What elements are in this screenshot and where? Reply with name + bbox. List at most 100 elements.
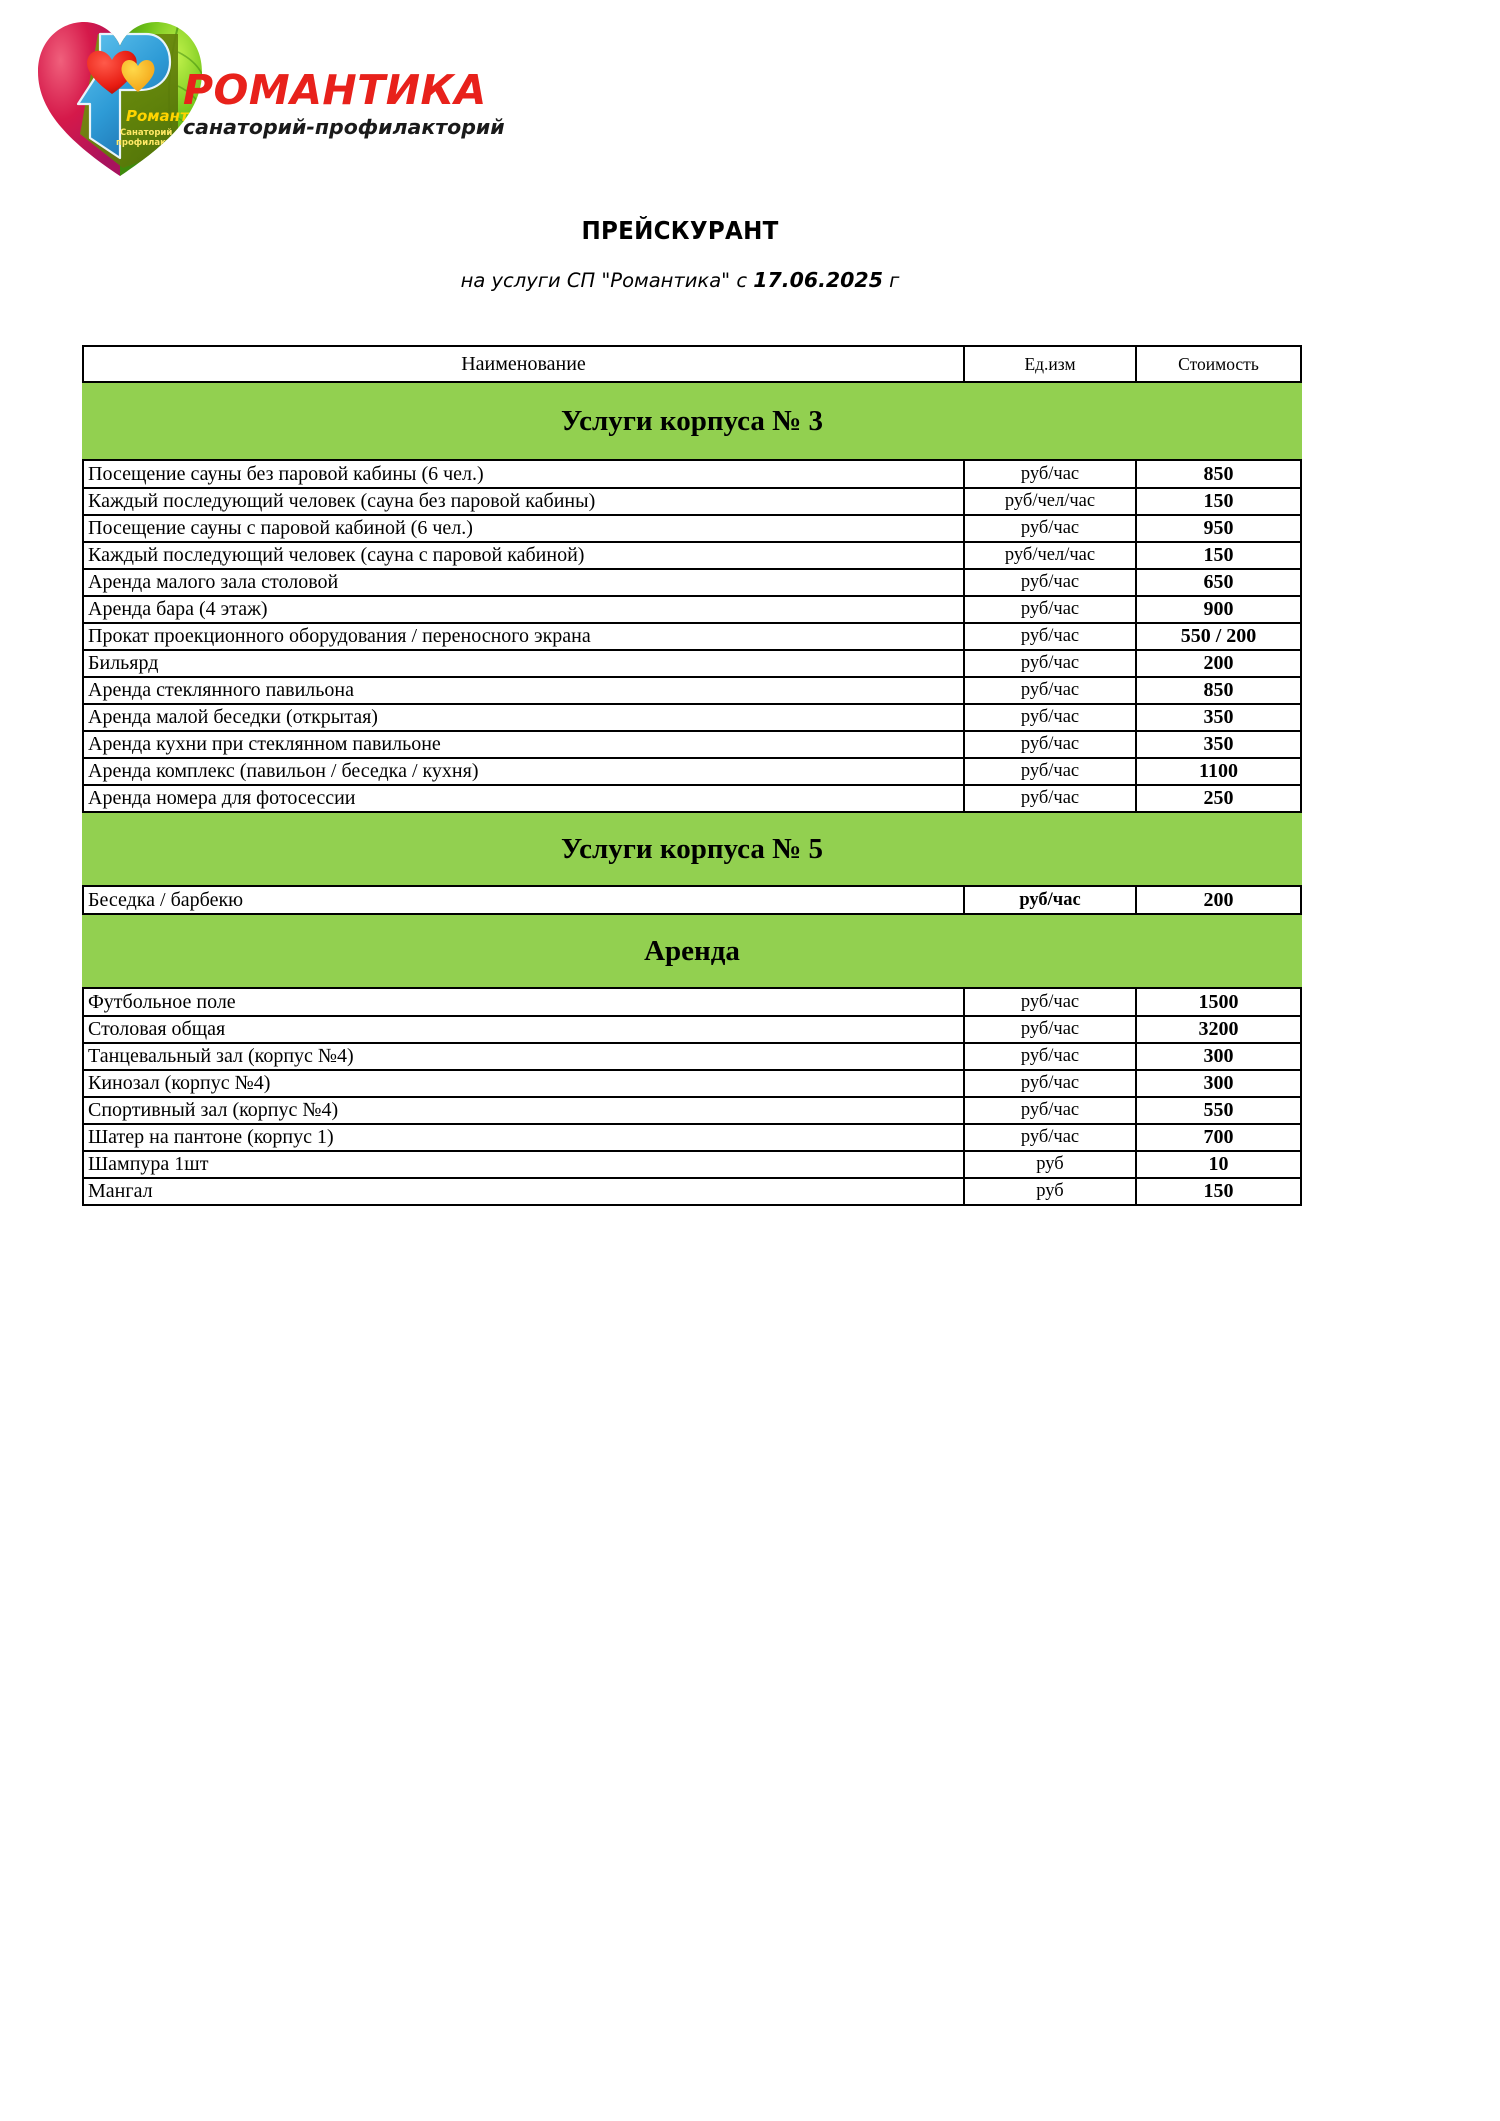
service-unit: руб/час (963, 784, 1137, 813)
service-unit: руб (963, 1177, 1137, 1206)
column-header-name: Наименование (82, 345, 965, 383)
service-price: 550 (1135, 1096, 1302, 1125)
service-price: 300 (1135, 1069, 1302, 1098)
section-title: Аренда (82, 913, 1302, 989)
service-name: Каждый последующий человек (сауна без па… (82, 487, 965, 516)
brand-wordmark: РОМАНТИКА санаторий-профилакторий (183, 70, 513, 138)
table-row: Аренда кухни при стеклянном павильоне руб… (82, 730, 1302, 759)
service-name: Мангал (82, 1177, 965, 1206)
service-price: 1100 (1135, 757, 1302, 786)
service-name: Аренда стеклянного павильона (82, 676, 965, 705)
service-price: 550 / 200 (1135, 622, 1302, 651)
svg-text:Санаторий -: Санаторий - (120, 128, 179, 138)
service-price: 150 (1135, 1177, 1302, 1206)
table-row: Кинозал (корпус №4) руб/час 300 (82, 1069, 1302, 1098)
table-row: Прокат проекционного оборудования / пере… (82, 622, 1302, 651)
service-unit: руб/час (963, 622, 1137, 651)
table-row: Столовая общая руб/час 3200 (82, 1015, 1302, 1044)
service-name: Спортивный зал (корпус №4) (82, 1096, 965, 1125)
service-unit: руб (963, 1150, 1137, 1179)
section-title: Услуги корпуса № 3 (82, 381, 1302, 461)
document-subtitle: на услуги СП "Романтика" с 17.06.2025 г (0, 268, 1360, 292)
service-price: 200 (1135, 649, 1302, 678)
service-price: 300 (1135, 1042, 1302, 1071)
service-unit: руб/час (963, 1015, 1137, 1044)
service-unit: руб/час (963, 987, 1137, 1017)
service-price: 850 (1135, 459, 1302, 489)
service-unit: руб/час (963, 757, 1137, 786)
service-price: 3200 (1135, 1015, 1302, 1044)
table-row: Шампура 1шт руб 10 (82, 1150, 1302, 1179)
service-unit: руб/час (963, 1069, 1137, 1098)
table-row: Бильярд руб/час 200 (82, 649, 1302, 678)
service-unit: руб/чел/час (963, 487, 1137, 516)
effective-date: 17.06.2025 (753, 268, 883, 292)
service-price: 700 (1135, 1123, 1302, 1152)
table-row: Шатер на пантоне (корпус 1) руб/час 700 (82, 1123, 1302, 1152)
table-row: Аренда номера для фотосессии руб/час 250 (82, 784, 1302, 813)
service-name: Столовая общая (82, 1015, 965, 1044)
service-name: Шампура 1шт (82, 1150, 965, 1179)
service-name: Аренда номера для фотосессии (82, 784, 965, 813)
service-unit: руб/час (963, 1042, 1137, 1071)
service-price: 350 (1135, 730, 1302, 759)
table-row: Посещение сауны без паровой кабины (6 че… (82, 459, 1302, 489)
table-row: Аренда малой беседки (открытая) руб/час 35… (82, 703, 1302, 732)
service-unit: руб/чел/час (963, 541, 1137, 570)
page-title: ПРЕЙСКУРАНТ (581, 216, 779, 245)
logo-block: Романтика Санаторий - профилакторий РОМА… (28, 8, 505, 188)
service-name: Беседка / барбекю (82, 885, 965, 915)
service-unit: руб/час (963, 1123, 1137, 1152)
service-unit: руб/час (963, 459, 1137, 489)
service-name: Аренда малой беседки (открытая) (82, 703, 965, 732)
service-name: Прокат проекционного оборудования / пере… (82, 622, 965, 651)
service-unit: руб/час (963, 885, 1137, 915)
column-header-unit: Ед.изм (963, 345, 1137, 383)
service-price: 250 (1135, 784, 1302, 813)
service-name: Кинозал (корпус №4) (82, 1069, 965, 1098)
service-price: 350 (1135, 703, 1302, 732)
service-name: Шатер на пантоне (корпус 1) (82, 1123, 965, 1152)
column-header-price: Стоимость (1135, 345, 1302, 383)
price-list-table: Наименование Ед.изм Стоимость Услуги корпус… (82, 345, 1302, 1206)
table-row: Посещение сауны с паровой кабиной (6 чел… (82, 514, 1302, 543)
service-price: 150 (1135, 487, 1302, 516)
table-row: Спортивный зал (корпус №4) руб/час 550 (82, 1096, 1302, 1125)
section-header-row: Услуги корпуса № 3 (82, 381, 1302, 461)
table-header-row: Наименование Ед.изм Стоимость (82, 345, 1302, 383)
service-price: 950 (1135, 514, 1302, 543)
service-unit: руб/час (963, 568, 1137, 597)
section-header-row: Услуги корпуса № 5 (82, 811, 1302, 887)
service-name: Аренда комплекс (павильон / беседка / ку… (82, 757, 965, 786)
service-price: 1500 (1135, 987, 1302, 1017)
table-row: Мангал руб 150 (82, 1177, 1302, 1206)
service-name: Аренда бара (4 этаж) (82, 595, 965, 624)
service-price: 10 (1135, 1150, 1302, 1179)
heart-leaf-logo-icon: Романтика Санаторий - профилакторий (28, 8, 213, 183)
table-row: Футбольное поле руб/час 1500 (82, 987, 1302, 1017)
section-title: Услуги корпуса № 5 (82, 811, 1302, 887)
service-unit: руб/час (963, 730, 1137, 759)
brand-subtitle: санаторий-профилакторий (183, 115, 505, 139)
service-unit: руб/час (963, 595, 1137, 624)
subtitle-suffix: г (889, 269, 900, 292)
svg-text:профилакторий: профилакторий (116, 138, 195, 148)
service-name: Посещение сауны с паровой кабиной (6 чел… (82, 514, 965, 543)
table-row: Аренда комплекс (павильон / беседка / ку… (82, 757, 1302, 786)
table-row: Каждый последующий человек (сауна без па… (82, 487, 1302, 516)
service-unit: руб/час (963, 514, 1137, 543)
service-name: Аренда малого зала столовой (82, 568, 965, 597)
service-unit: руб/час (963, 649, 1137, 678)
service-price: 150 (1135, 541, 1302, 570)
table-row: Аренда малого зала столовой руб/час 650 (82, 568, 1302, 597)
service-name: Посещение сауны без паровой кабины (6 че… (82, 459, 965, 489)
table-row: Танцевальный зал (корпус №4) руб/час 300 (82, 1042, 1302, 1071)
service-name: Аренда кухни при стеклянном павильоне (82, 730, 965, 759)
logo-inner-wordmark: Романтика (126, 107, 213, 125)
service-unit: руб/час (963, 703, 1137, 732)
table-row: Каждый последующий человек (сауна с паро… (82, 541, 1302, 570)
service-price: 200 (1135, 885, 1302, 915)
table-row: Аренда бара (4 этаж) руб/час 900 (82, 595, 1302, 624)
service-unit: руб/час (963, 1096, 1137, 1125)
service-price: 850 (1135, 676, 1302, 705)
